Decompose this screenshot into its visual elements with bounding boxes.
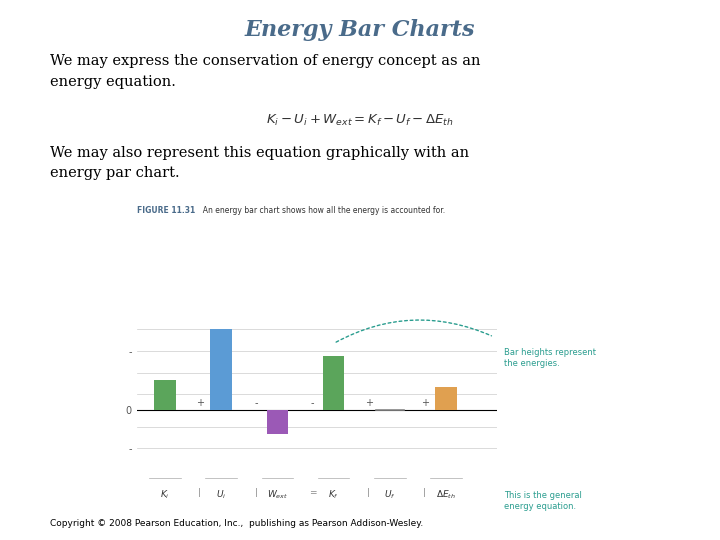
Text: $K_f$: $K_f$	[328, 488, 339, 501]
Text: $U_f$: $U_f$	[384, 488, 396, 501]
Text: $\Delta E_{th}$: $\Delta E_{th}$	[436, 488, 456, 501]
Text: We may also represent this equation graphically with an
energy par chart.: We may also represent this equation grap…	[50, 146, 469, 180]
Bar	[323, 356, 344, 410]
Text: |: |	[255, 488, 258, 497]
Text: $K_i$: $K_i$	[160, 488, 170, 501]
Text: We may express the conservation of energy concept as an
energy equation.: We may express the conservation of energ…	[50, 54, 481, 89]
Text: FIGURE 11.31: FIGURE 11.31	[137, 206, 195, 215]
Text: -: -	[310, 398, 314, 408]
Bar	[436, 387, 457, 410]
Text: |: |	[198, 488, 202, 497]
Text: Copyright © 2008 Pearson Education, Inc.,  publishing as Pearson Addison-Wesley.: Copyright © 2008 Pearson Education, Inc.…	[50, 519, 423, 528]
Text: +: +	[420, 398, 429, 408]
Text: Energy Bar Charts: Energy Bar Charts	[245, 19, 475, 41]
Text: -: -	[254, 398, 258, 408]
Text: Bar heights represent
the energies.: Bar heights represent the energies.	[504, 348, 596, 368]
Text: |: |	[423, 488, 426, 497]
Text: +: +	[196, 398, 204, 408]
Bar	[266, 410, 288, 434]
Text: $U_i$: $U_i$	[216, 488, 226, 501]
Text: This is the general
energy equation.: This is the general energy equation.	[504, 491, 582, 511]
Bar	[210, 329, 232, 410]
Text: +: +	[364, 398, 372, 408]
Text: =: =	[309, 488, 316, 497]
Bar	[154, 380, 176, 410]
Text: An energy bar chart shows how all the energy is accounted for.: An energy bar chart shows how all the en…	[198, 206, 445, 215]
Text: $K_i - U_i + W_{ext} = K_f - U_f - \Delta E_{th}$: $K_i - U_i + W_{ext} = K_f - U_f - \Delt…	[266, 113, 454, 129]
Text: $W_{ext}$: $W_{ext}$	[267, 488, 288, 501]
Text: |: |	[367, 488, 370, 497]
